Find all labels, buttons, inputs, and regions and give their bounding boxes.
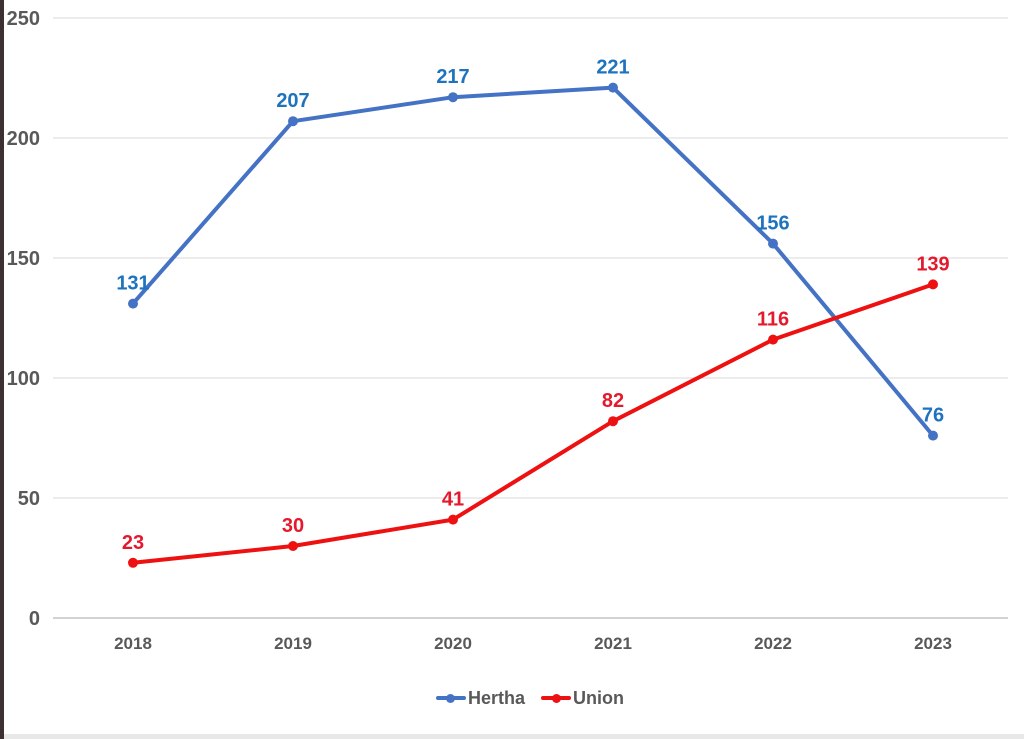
legend-label-union: Union [573,687,624,708]
data-point-marker [928,279,938,290]
y-axis-tick-label: 0 [29,608,40,630]
x-axis-tick-label: 2022 [754,634,792,653]
series-line-union [131,282,935,565]
x-axis-tick-label: 2020 [434,634,472,653]
legend-item-union: Union [541,688,624,709]
hertha-dot-icon [446,693,456,703]
data-point-marker [608,416,618,427]
data-label: 139 [916,253,949,275]
series-line-hertha [131,85,935,438]
x-axis-tick-label: 2019 [274,634,312,653]
data-point-marker [448,92,458,103]
data-label: 23 [122,532,144,554]
data-point-marker [288,116,298,127]
data-point-marker [128,298,138,309]
data-point-marker [928,430,938,441]
data-label: 41 [442,489,464,511]
data-point-marker [448,514,458,525]
data-label: 76 [922,405,944,427]
left-border [0,0,4,739]
data-label: 30 [282,515,304,537]
data-label: 207 [276,90,309,112]
data-point-marker [768,334,778,345]
legend-label-hertha: Hertha [467,687,525,708]
bottom-strip [4,734,1024,739]
data-label: 221 [596,57,629,79]
x-axis-tick-label: 2021 [594,634,632,653]
y-axis-tick-label: 150 [7,248,40,270]
chart-legend: Hertha Union [0,685,1024,711]
data-point-marker [608,82,618,93]
y-axis-tick-label: 50 [18,488,40,510]
data-point-marker [768,238,778,249]
data-label: 116 [757,309,789,331]
x-axis-tick-label: 2018 [114,634,152,653]
y-axis-tick-label: 250 [7,8,40,30]
data-label: 82 [602,390,624,412]
y-axis-tick-label: 100 [7,368,40,390]
hertha-line-marker-icon [435,693,466,703]
legend-item-hertha: Hertha [435,687,525,709]
data-label: 131 [116,273,149,295]
union-dot-icon [551,693,561,703]
y-axis-tick-label: 200 [7,128,40,150]
data-point-marker [288,541,298,551]
data-label: 217 [436,66,469,88]
x-axis-tick-label: 2023 [914,634,952,653]
data-label: 156 [756,213,789,235]
union-line-marker-icon [541,693,571,703]
data-point-marker [128,557,138,568]
